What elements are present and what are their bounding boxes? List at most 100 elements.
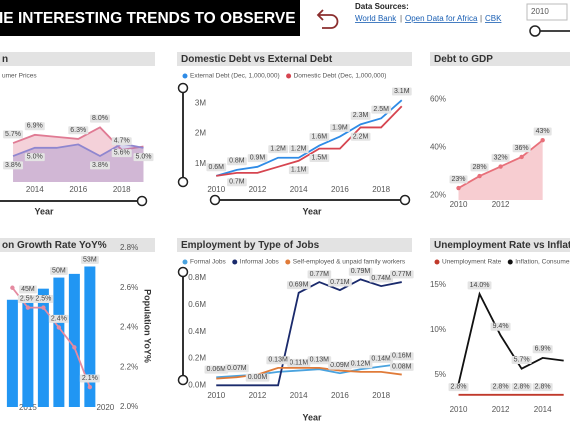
range-slider-handle[interactable] [209, 194, 221, 206]
data-label: 0.9M [250, 155, 266, 162]
bar [6, 299, 18, 407]
bar [37, 288, 49, 407]
label-bg [467, 281, 492, 290]
label-bg [348, 360, 373, 369]
range-slider-handle[interactable] [177, 374, 189, 386]
range-slider-handle[interactable] [177, 82, 189, 94]
label-bg [309, 132, 330, 141]
data-label: 5.0% [27, 154, 43, 161]
label-bg [350, 132, 371, 141]
legend-label: Inflation, Consumer Pri [515, 259, 570, 266]
data-label: 43% [536, 128, 550, 135]
legend-marker [507, 259, 513, 265]
source-link[interactable]: World Bank [355, 14, 397, 23]
y-tick-label: 15% [430, 280, 446, 289]
data-label: 2.5% [35, 295, 51, 302]
y-tick-label: 3M [195, 98, 206, 107]
data-label: 2.1% [82, 375, 98, 382]
y-tick-label: 1M [195, 159, 206, 168]
title-bar [177, 238, 412, 252]
label-bg [511, 383, 532, 392]
point [25, 305, 31, 310]
data-label: 3.8% [5, 162, 21, 169]
chart-title: Employment by Type of Jobs [181, 240, 320, 251]
label-bg [225, 364, 249, 373]
sources-label: Data Sources: [355, 2, 409, 11]
label-bg [391, 87, 412, 96]
data-label: 0.77M [392, 271, 412, 278]
point [41, 305, 46, 310]
label-bg [533, 127, 552, 136]
legend-marker [434, 259, 440, 265]
source-link[interactable]: CBK [485, 14, 502, 23]
year-slider-handle[interactable] [529, 25, 541, 37]
x-tick-label: 2018 [372, 391, 390, 400]
bar [68, 273, 80, 407]
data-label: 1.2M [291, 146, 307, 153]
label-bg [68, 126, 89, 135]
label-bg [328, 278, 352, 287]
range-slider-handle[interactable] [177, 266, 189, 278]
x-tick-label: 2010 [207, 391, 225, 400]
area-fill [458, 140, 543, 200]
label-bg [512, 144, 531, 153]
data-label: 36% [515, 145, 529, 152]
legend-marker [286, 73, 292, 79]
legend-marker [285, 259, 291, 265]
x-tick-label: 2016 [331, 391, 349, 400]
label-bg [266, 356, 290, 365]
data-label: 1.1M [291, 167, 307, 174]
y-tick-label: 5% [434, 370, 446, 379]
y-tick-label: 40% [430, 143, 446, 152]
point [10, 285, 15, 290]
y2-tick-label: 2.2% [120, 362, 138, 371]
data-label: 6.9% [27, 123, 43, 130]
data-label: 9.4% [493, 323, 509, 330]
x-tick-label: 2014 [26, 185, 44, 194]
range-slider-handle[interactable] [399, 194, 411, 206]
y-tick-label: 20% [430, 190, 446, 199]
x-tick-label: 2012 [249, 391, 267, 400]
data-label: 2.8% [514, 384, 530, 391]
x-axis-title: Year [34, 206, 54, 216]
point [456, 185, 461, 191]
title-bar [0, 52, 155, 66]
chart-title: n [2, 54, 8, 65]
x-tick-label: 2012 [492, 405, 510, 414]
label-bg [90, 114, 110, 123]
data-label: 0.14M [371, 355, 391, 362]
data-label: 0.13M [310, 357, 330, 364]
source-link[interactable]: Open Data for Africa [405, 14, 478, 23]
data-label: 1.9M [332, 124, 348, 131]
year-input[interactable] [526, 3, 568, 21]
label-bg [3, 161, 24, 170]
label-bg [511, 356, 532, 365]
label-bg [287, 358, 311, 367]
x-tick-label: 2012 [249, 185, 267, 194]
x-tick-label: 2010 [450, 200, 468, 209]
label-bg [390, 362, 414, 371]
data-label: 1.5M [312, 154, 328, 161]
label-bg [390, 270, 414, 279]
x-tick-label: 2014 [534, 405, 552, 414]
label-bg [307, 270, 332, 279]
data-label: 6.9% [535, 346, 551, 353]
x-tick-label: 2016 [331, 185, 349, 194]
data-label: 2.2M [353, 133, 369, 140]
range-slider-handle[interactable] [136, 195, 148, 207]
y2-tick-label: 2.4% [120, 323, 138, 332]
data-label: 2.8% [451, 384, 467, 391]
label-bg [50, 266, 68, 275]
back-button[interactable] [316, 9, 339, 29]
bar [22, 296, 34, 407]
label-bg [24, 122, 45, 131]
label-bg [81, 255, 99, 264]
label-bg [111, 149, 132, 158]
range-slider-handle[interactable] [177, 176, 189, 188]
data-label: 2.4% [51, 315, 67, 322]
x-tick-label: 2018 [113, 185, 131, 194]
data-label: 0.69M [289, 282, 309, 289]
data-label: 0.11M [289, 359, 308, 366]
data-label: 2.8% [535, 384, 551, 391]
label-bg [330, 123, 350, 132]
